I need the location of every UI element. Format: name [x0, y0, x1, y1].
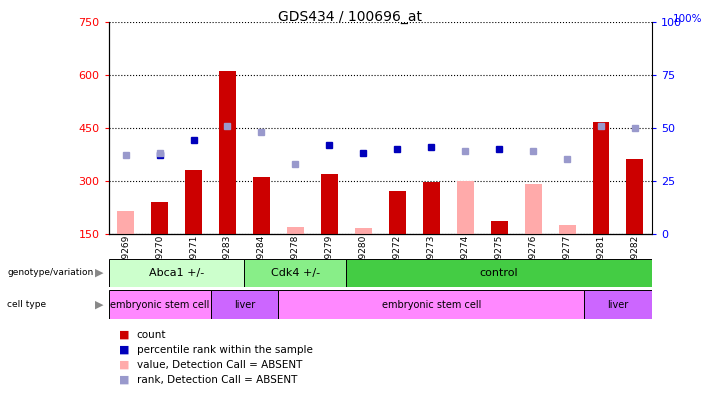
Bar	[346, 259, 652, 287]
Bar	[219, 71, 236, 234]
Bar	[491, 221, 508, 234]
Bar	[423, 183, 440, 234]
Bar	[210, 290, 278, 319]
Text: ■: ■	[119, 329, 130, 340]
Text: liver: liver	[607, 299, 629, 310]
Text: embryonic stem cell: embryonic stem cell	[381, 299, 481, 310]
Text: Cdk4 +/-: Cdk4 +/-	[271, 268, 320, 278]
Bar	[389, 191, 406, 234]
Text: count: count	[137, 329, 166, 340]
Text: genotype/variation: genotype/variation	[7, 268, 93, 277]
Bar	[592, 122, 609, 234]
Text: liver: liver	[234, 299, 255, 310]
Bar	[456, 181, 474, 234]
Bar	[627, 160, 644, 234]
Text: ▶: ▶	[95, 299, 104, 310]
Text: GDS434 / 100696_at: GDS434 / 100696_at	[278, 10, 423, 24]
Text: Abca1 +/-: Abca1 +/-	[149, 268, 204, 278]
Text: ■: ■	[119, 360, 130, 370]
Bar	[117, 211, 134, 234]
Bar	[185, 170, 202, 234]
Text: rank, Detection Call = ABSENT: rank, Detection Call = ABSENT	[137, 375, 297, 385]
Y-axis label: 100%: 100%	[672, 14, 701, 25]
Text: value, Detection Call = ABSENT: value, Detection Call = ABSENT	[137, 360, 302, 370]
Text: control: control	[479, 268, 519, 278]
Bar	[355, 228, 372, 234]
Bar	[321, 173, 338, 234]
Text: percentile rank within the sample: percentile rank within the sample	[137, 345, 313, 355]
Text: cell type: cell type	[7, 300, 46, 309]
Bar	[253, 177, 270, 234]
Bar	[245, 259, 346, 287]
Bar	[559, 225, 576, 234]
Bar	[151, 202, 168, 234]
Text: ▶: ▶	[95, 268, 104, 278]
Bar	[109, 259, 245, 287]
Bar	[109, 290, 210, 319]
Bar	[584, 290, 652, 319]
Text: embryonic stem cell: embryonic stem cell	[110, 299, 210, 310]
Text: ■: ■	[119, 345, 130, 355]
Bar	[524, 184, 542, 234]
Bar	[278, 290, 584, 319]
Text: ■: ■	[119, 375, 130, 385]
Bar	[287, 227, 304, 234]
